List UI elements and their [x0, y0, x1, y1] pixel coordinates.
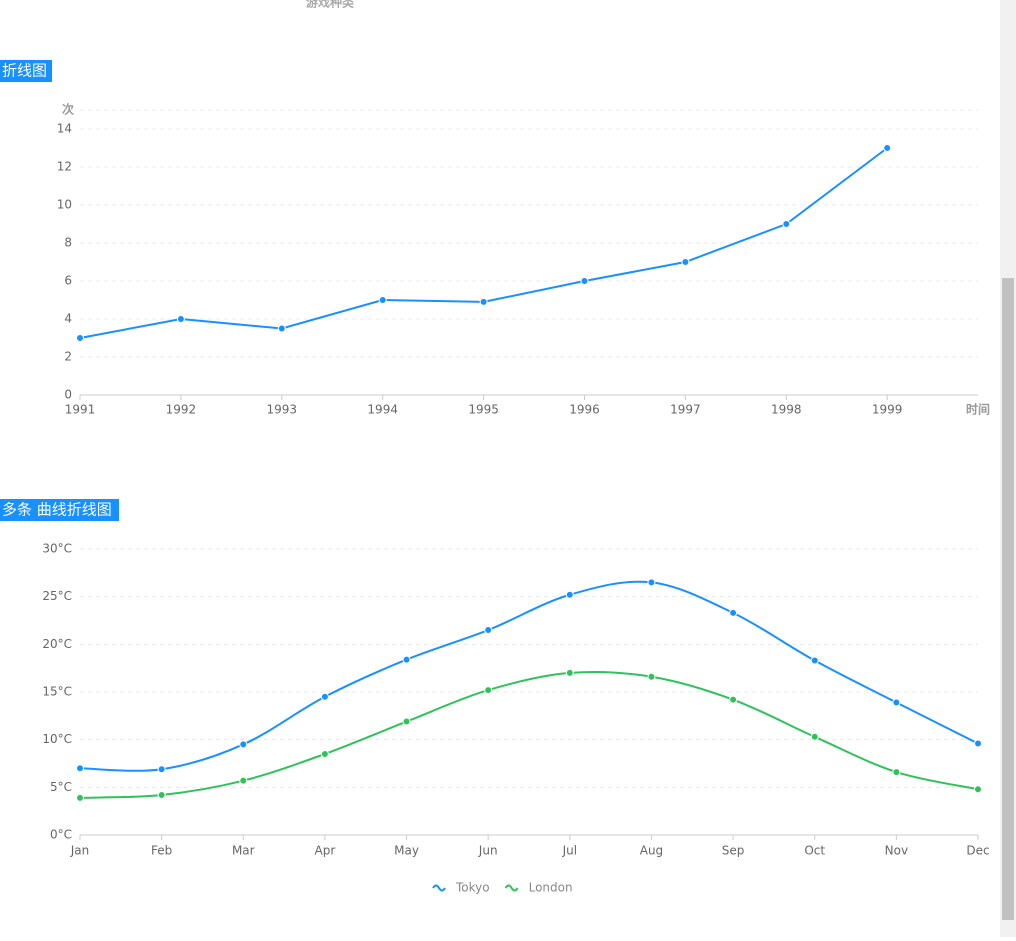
y-tick-label: 10°C [42, 732, 72, 746]
x-tick-label: Dec [966, 844, 989, 858]
y-tick-label: 10 [57, 198, 72, 212]
point [320, 749, 329, 758]
x-tick-label: 1997 [670, 403, 701, 417]
x-tick-label: Mar [232, 844, 255, 858]
point [277, 324, 286, 333]
legend-icon [432, 884, 446, 892]
point [402, 717, 411, 726]
point [810, 656, 819, 665]
x-tick-label: Jun [478, 844, 498, 858]
x-tick-label: May [394, 844, 419, 858]
x-axis-name: 时间 [966, 402, 990, 417]
line [79, 670, 979, 799]
point [76, 764, 84, 773]
line [79, 580, 979, 772]
section-title: 多条 曲线折线图 [2, 501, 112, 519]
point [892, 768, 901, 777]
y-tick-label: 30°C [42, 542, 72, 556]
legend-icon [504, 884, 519, 892]
point [479, 297, 488, 306]
y-tick-label: 15°C [42, 685, 72, 699]
point [974, 739, 982, 748]
y-axis-name: 次 [62, 102, 74, 117]
x-tick-label: 1994 [367, 403, 398, 417]
x-tick-label: 1996 [569, 403, 600, 417]
point [729, 695, 738, 704]
point [157, 790, 166, 799]
point [810, 732, 819, 741]
x-tick-label: 1995 [468, 403, 499, 417]
section-badge [0, 499, 119, 521]
x-tick-label: Aug [640, 844, 663, 858]
x-tick-label: Sep [722, 844, 745, 858]
y-tick-label: 2 [64, 350, 72, 364]
x-tick-label: 1992 [166, 403, 197, 417]
x-tick-label: Apr [315, 844, 336, 858]
scrollbar-thumb[interactable] [1002, 278, 1014, 920]
x-tick-label: Oct [804, 844, 825, 858]
section-badge [0, 60, 52, 82]
x-tick-label: 1999 [872, 403, 903, 417]
y-tick-label: 8 [64, 236, 72, 250]
point [580, 277, 589, 285]
y-tick-label: 14 [57, 122, 72, 136]
y-tick-label: 6 [64, 274, 72, 288]
x-tick-label: 1998 [771, 403, 802, 417]
point [320, 692, 329, 701]
cut-title: 游戏种类 [306, 0, 355, 10]
y-tick-label: 12 [57, 160, 72, 174]
point [76, 334, 84, 342]
point [76, 793, 84, 802]
point [892, 698, 901, 707]
point [176, 315, 185, 323]
x-tick-label: 1993 [267, 403, 298, 417]
point [402, 655, 411, 664]
point [484, 626, 493, 635]
section-title: 折线图 [2, 62, 47, 80]
point [157, 765, 166, 774]
point [883, 144, 892, 152]
point [239, 776, 248, 785]
y-tick-label: 20°C [42, 637, 72, 651]
point [974, 785, 982, 794]
y-tick-label: 0 [64, 388, 72, 402]
point [484, 686, 493, 695]
x-tick-label: Feb [151, 844, 172, 858]
point [378, 296, 387, 304]
point [729, 608, 738, 617]
legend-label: London [529, 881, 573, 895]
y-tick-label: 0°C [50, 828, 72, 842]
point [565, 668, 574, 677]
point [782, 220, 791, 228]
point [647, 672, 656, 681]
point [565, 590, 574, 599]
x-tick-label: Jul [562, 844, 577, 858]
point [239, 740, 248, 749]
x-tick-label: Nov [885, 844, 908, 858]
point [681, 258, 690, 266]
legend-label: Tokyo [455, 881, 490, 895]
x-tick-label: Jan [70, 844, 90, 858]
point [647, 578, 656, 587]
y-tick-label: 5°C [50, 780, 72, 794]
y-tick-label: 4 [64, 312, 72, 326]
x-tick-label: 1991 [65, 403, 96, 417]
y-tick-label: 25°C [42, 589, 72, 603]
